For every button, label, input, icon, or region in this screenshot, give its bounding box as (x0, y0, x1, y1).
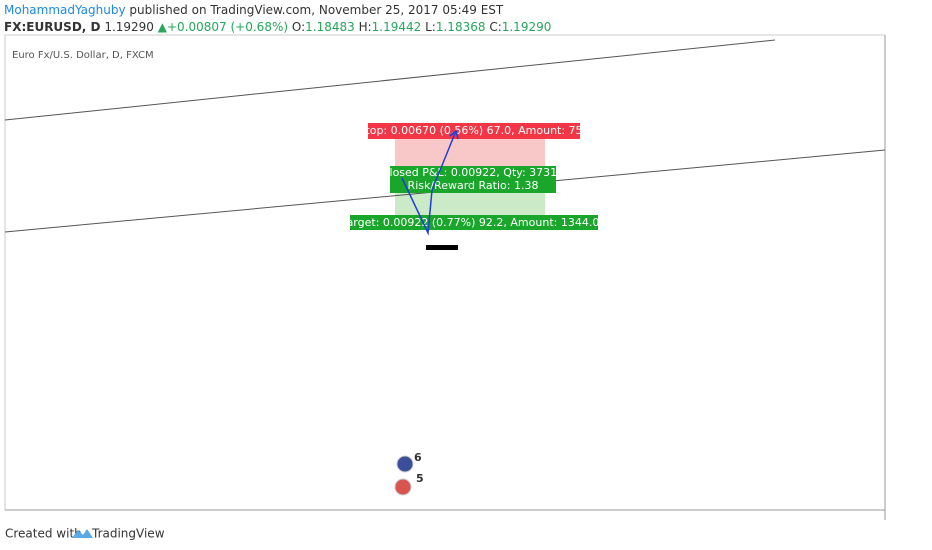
ohlc-h-value: 1.19442 (372, 20, 422, 34)
marker-bar (426, 245, 458, 250)
ohlc-l: L: (425, 20, 436, 34)
pnl-label: Closed P&L: 0.00922, Qty: 37313 (382, 166, 564, 179)
ohlc-o: O: (292, 20, 305, 34)
tv-logo (72, 529, 93, 538)
last-price: 1.19290 (104, 20, 154, 34)
target-label: Target: 0.00922 (0.77%) 92.2, Amount: 13… (341, 216, 607, 229)
ohlc-h: H: (359, 20, 372, 34)
ohlc-c-value: 1.19290 (502, 20, 552, 34)
chart-title: Euro Fx/U.S. Dollar, D, FXCM (12, 50, 154, 61)
trend-line (4, 39, 776, 121)
pnl-box (390, 166, 556, 193)
ratio-label: Risk/Reward Ratio: 1.38 (408, 179, 539, 192)
arrowhead (449, 129, 459, 140)
header-line: MohammadYaghuby published on TradingView… (4, 3, 504, 17)
event-count: 6 (414, 451, 422, 464)
up-arrow: ▲ (158, 20, 168, 34)
event-icon[interactable] (396, 455, 414, 473)
stop-label: Stop: 0.00670 (0.56%) 67.0, Amount: 750 (358, 124, 589, 137)
event-count: 5 (416, 472, 424, 485)
footer-created: Created with (5, 527, 82, 541)
arrow-path (401, 130, 457, 236)
ohlc-c: C: (489, 20, 501, 34)
author[interactable]: MohammadYaghuby (4, 3, 126, 17)
ohlc-l-value: 1.18368 (436, 20, 486, 34)
symbol-line: FX:EURUSD, D 1.19290 ▲+0.00807 (+0.68%) … (4, 20, 551, 34)
published: published on TradingView.com, November 2… (129, 3, 504, 17)
ohlc-o-value: 1.18483 (305, 20, 355, 34)
target-label-box (350, 215, 598, 230)
stop-label-box (368, 123, 580, 139)
footer-brand[interactable]: TradingView (91, 527, 165, 541)
event-icon[interactable] (394, 478, 412, 496)
symbol: FX:EURUSD, D (4, 20, 101, 34)
change: +0.00807 (+0.68%) (167, 20, 288, 34)
